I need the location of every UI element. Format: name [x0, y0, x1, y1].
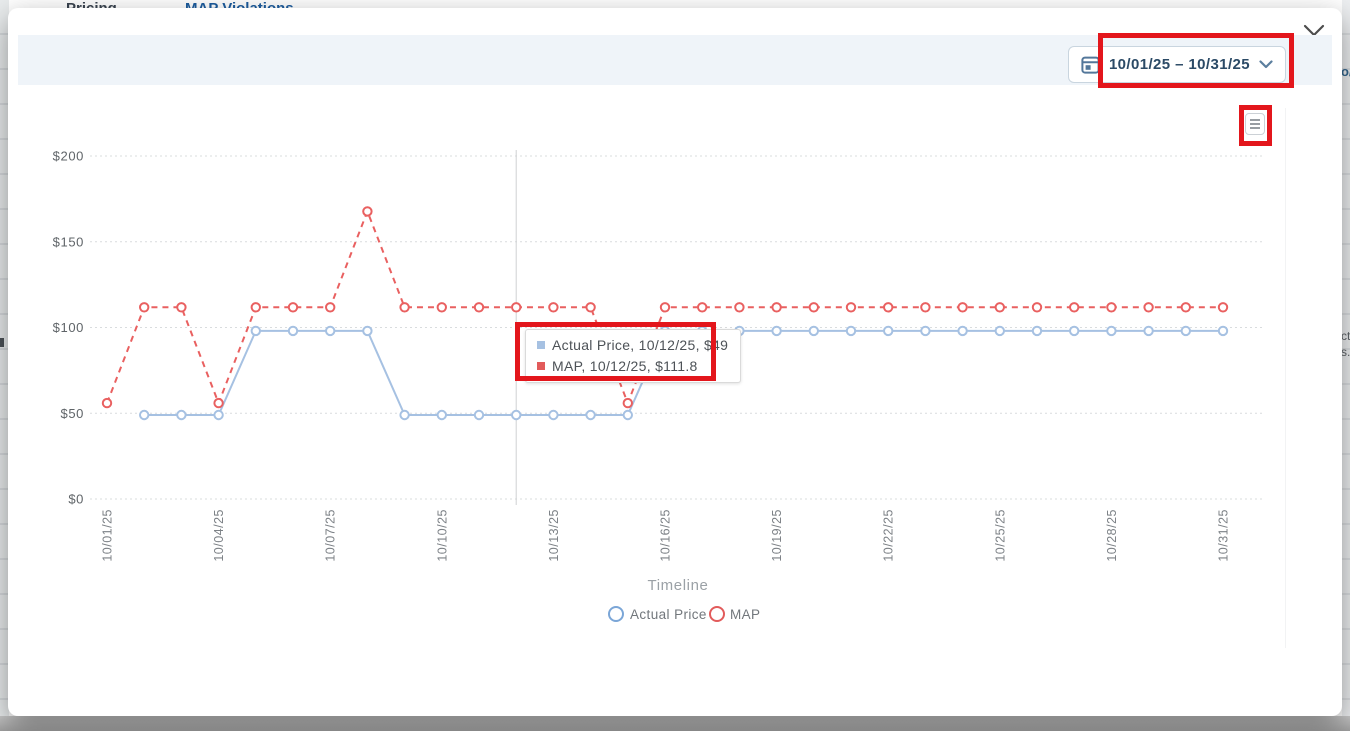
clipped-text-fragment: ct [1341, 329, 1350, 343]
hamburger-icon [1250, 119, 1260, 129]
modal-toolbar: 10/01/25 – 10/31/25 [18, 35, 1332, 85]
annotation-box-context-menu [1239, 105, 1272, 146]
date-range-picker[interactable]: 10/01/25 – 10/31/25 [1067, 46, 1286, 83]
annotation-box-date-picker [1098, 33, 1294, 88]
chevron-down-icon [1259, 60, 1273, 69]
chart-context-menu-button[interactable] [1245, 113, 1265, 135]
annotation-box-tooltip [515, 322, 716, 381]
page-background-right [1342, 0, 1350, 731]
clipped-text-fragment: s. [1341, 345, 1350, 359]
clipped-table-text [0, 338, 4, 347]
chart-container-edge [1285, 108, 1286, 648]
page-background-left [0, 0, 9, 731]
date-range-value: 10/01/25 – 10/31/25 [1108, 56, 1250, 73]
clipped-text-fragment: o/ [1341, 64, 1350, 79]
modal-overlay-dim [0, 716, 1350, 731]
